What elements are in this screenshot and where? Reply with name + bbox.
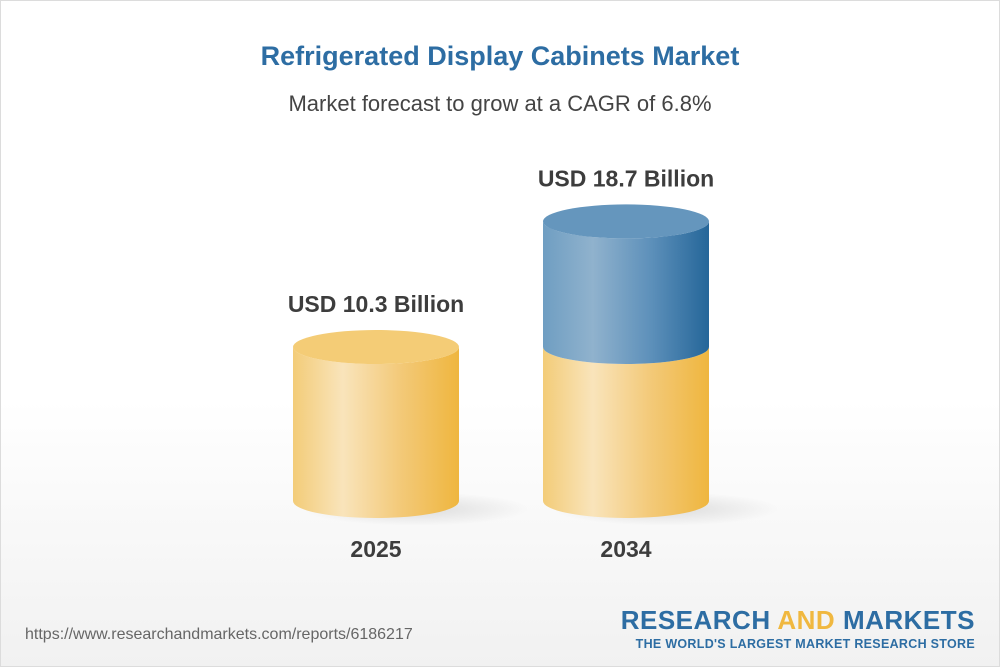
bar-top-cap bbox=[543, 204, 709, 239]
bar-base-segment bbox=[293, 347, 459, 518]
chart-subtitle: Market forecast to grow at a CAGR of 6.8… bbox=[288, 91, 712, 116]
logo-text-markets: MARKETS bbox=[835, 605, 975, 635]
bar-top-cap bbox=[293, 330, 459, 365]
logo-tagline: THE WORLD'S LARGEST MARKET RESEARCH STOR… bbox=[635, 637, 975, 651]
source-url[interactable]: https://www.researchandmarkets.com/repor… bbox=[25, 626, 413, 643]
data-label: USD 18.7 Billion bbox=[538, 165, 714, 191]
data-label: USD 10.3 Billion bbox=[288, 291, 464, 317]
category-label: 2025 bbox=[350, 536, 401, 562]
bar-growth-segment bbox=[543, 221, 709, 365]
chart-title: Refrigerated Display Cabinets Market bbox=[260, 41, 740, 71]
logo-text-research: RESEARCH bbox=[620, 605, 778, 635]
research-and-markets-logo[interactable]: RESEARCH AND MARKETS THE WORLD'S LARGEST… bbox=[621, 605, 975, 651]
logo-text-and: AND bbox=[777, 605, 836, 635]
bar-base-segment bbox=[543, 347, 709, 518]
category-label: 2034 bbox=[600, 536, 651, 562]
